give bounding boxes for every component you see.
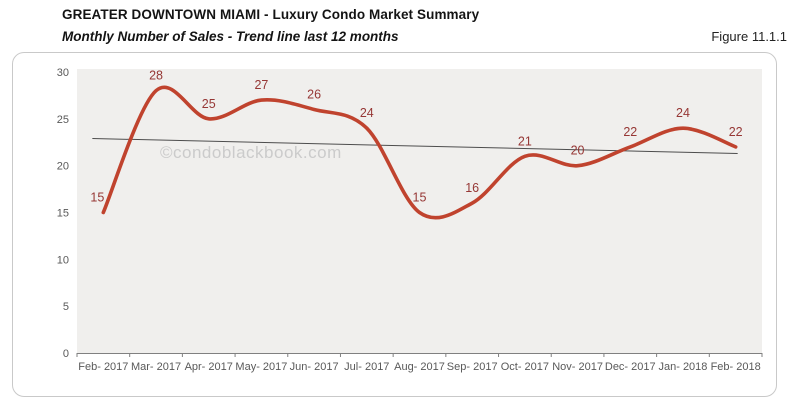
data-point-label: 25: [202, 97, 216, 111]
trend-line: [92, 138, 738, 154]
data-point-label: 22: [623, 125, 637, 139]
data-point-label: 28: [149, 69, 163, 83]
chart-panel: ©condoblackbook.com 0 5 10 15 20 25 30 Feb- 2017…: [12, 52, 777, 397]
data-point-label: 15: [413, 191, 427, 205]
x-tick-label: May- 2017: [235, 361, 287, 373]
chart-svg: ©condoblackbook.com 0 5 10 15 20 25 30 Feb- 2017…: [57, 67, 763, 373]
x-tick-label: Feb- 2017: [78, 361, 128, 373]
sales-line: [101, 85, 738, 220]
data-point-label: 15: [90, 191, 104, 205]
x-tick-label: Nov- 2017: [552, 361, 603, 373]
y-tick-label: 5: [63, 301, 69, 313]
data-point-label: 16: [465, 181, 479, 195]
x-tick-label: Jun- 2017: [290, 361, 339, 373]
data-point-label: 24: [676, 106, 690, 120]
x-tick-label: Mar- 2017: [131, 361, 181, 373]
chart-subtitle: Monthly Number of Sales - Trend line las…: [62, 29, 399, 44]
x-tick-label: Oct- 2017: [501, 361, 549, 373]
x-tick-label: Aug- 2017: [394, 361, 445, 373]
y-tick-label: 0: [63, 348, 69, 360]
data-point-label: 26: [307, 87, 321, 101]
x-tick-label: Jul- 2017: [344, 361, 389, 373]
data-point-label: 22: [729, 125, 743, 139]
y-tick-label: 30: [57, 67, 69, 79]
figure-number-label: Figure 11.1.1: [711, 29, 787, 44]
y-tick-label: 10: [57, 254, 69, 266]
x-tick-label: Sep- 2017: [447, 361, 498, 373]
x-tick-label: Feb- 2018: [711, 361, 761, 373]
x-tick-label: Dec- 2017: [605, 361, 656, 373]
data-point-label: 21: [518, 134, 532, 148]
data-point-label: 27: [254, 78, 268, 92]
watermark-text: ©condoblackbook.com: [160, 143, 342, 162]
x-tick-label: Jan- 2018: [658, 361, 707, 373]
data-point-label: 20: [571, 144, 585, 158]
y-tick-label: 25: [57, 114, 69, 126]
page-title: GREATER DOWNTOWN MIAMI - Luxury Condo Ma…: [62, 7, 480, 22]
data-point-label: 24: [360, 106, 374, 120]
y-tick-label: 15: [57, 208, 69, 220]
x-tick-label: Apr- 2017: [185, 361, 233, 373]
y-tick-label: 20: [57, 161, 69, 173]
